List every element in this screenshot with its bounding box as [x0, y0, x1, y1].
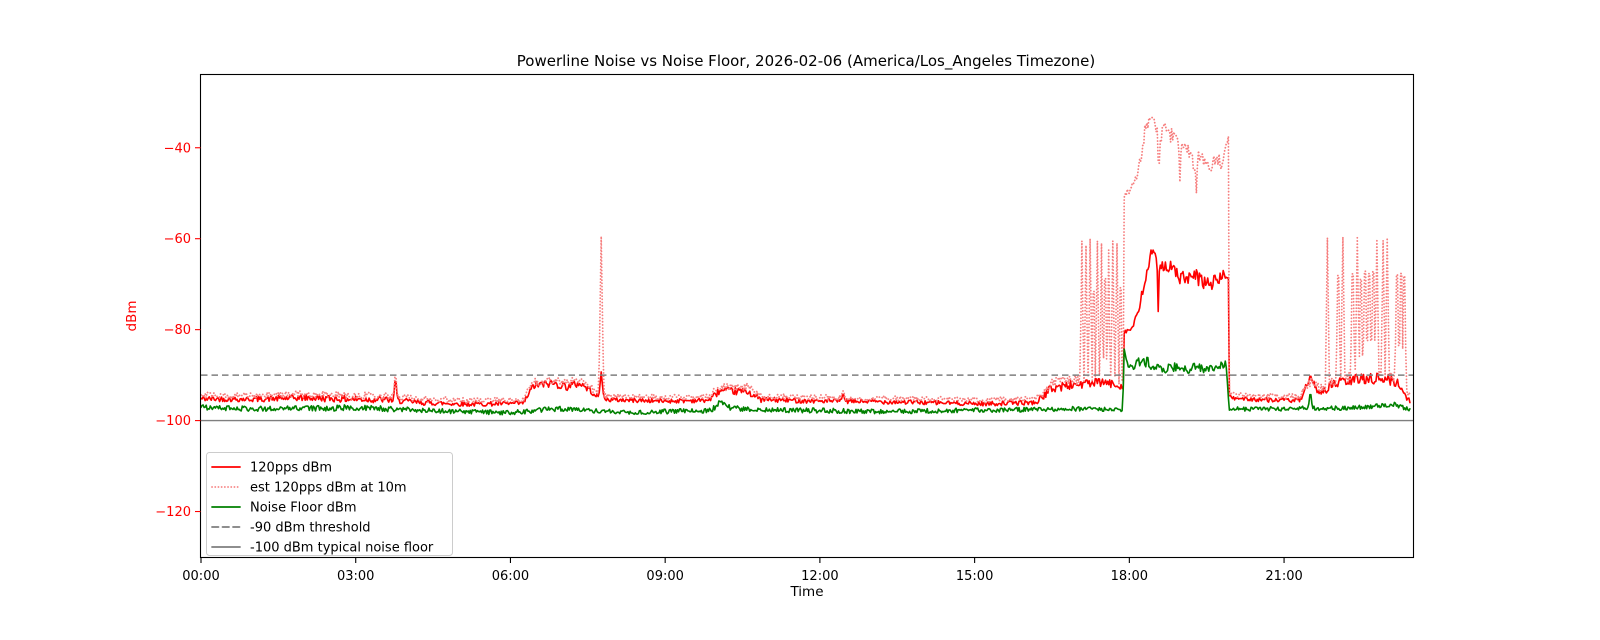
x-tick-label: 00:00 — [182, 569, 219, 584]
chart-legend: 120pps dBm est 120pps dBm at 10m Noise Flo… — [206, 452, 453, 556]
x-tick-label: 03:00 — [337, 569, 374, 584]
legend-label: 120pps dBm — [250, 461, 332, 476]
reference-lines-group — [201, 374, 1413, 422]
x-tick-label: 18:00 — [1111, 569, 1148, 584]
plot-border — [199, 73, 1415, 559]
legend-entry--90-dbm-threshold: -90 dBm threshold — [211, 521, 371, 536]
x-tick-label: 15:00 — [956, 569, 993, 584]
legend-entry-noise-floor-dbm: Noise Floor dBm — [211, 501, 357, 516]
y-tick-label: −120 — [155, 505, 191, 520]
axes-group: 00:00 03:00 06:00 09:00 12:00 15:00 18:00 21:00… — [155, 73, 1415, 584]
series-line-est-120pps-dbm-at-10m — [200, 116, 1411, 404]
plot-series-group — [200, 116, 1411, 416]
legend-label: est 120pps dBm at 10m — [250, 481, 407, 496]
legend-entry-120pps-dbm: 120pps dBm — [211, 461, 332, 476]
legend-entry--100-dbm-typical-noise-floor: -100 dBm typical noise floor — [211, 541, 434, 556]
x-tick-label: 21:00 — [1265, 569, 1302, 584]
legend-label: -90 dBm threshold — [250, 521, 371, 536]
y-axis-label: dBm — [124, 301, 140, 332]
legend-label: -100 dBm typical noise floor — [250, 541, 434, 556]
series-line-noise-floor-dbm — [200, 348, 1411, 416]
y-tick-label: −80 — [164, 323, 191, 338]
x-axis-label: Time — [789, 584, 823, 600]
y-tick-label: −60 — [164, 232, 191, 247]
series-line-120pps-dbm — [200, 249, 1411, 407]
x-tick-label: 09:00 — [646, 569, 683, 584]
y-tick-label: −100 — [155, 414, 191, 429]
legend-entry-est-120pps-dbm-at-10m: est 120pps dBm at 10m — [211, 481, 407, 496]
legend-box — [206, 452, 453, 556]
legend-label: Noise Floor dBm — [250, 501, 357, 516]
y-tick-label: −40 — [164, 141, 191, 156]
chart-title: Powerline Noise vs Noise Floor, 2026-02-… — [517, 52, 1095, 71]
x-tick-label: 12:00 — [801, 569, 838, 584]
x-tick-label: 06:00 — [492, 569, 529, 584]
